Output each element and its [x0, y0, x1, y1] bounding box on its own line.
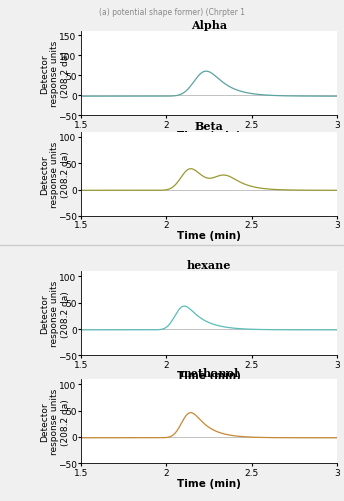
Y-axis label: Detector
response units
(208.2 da): Detector response units (208.2 da) — [40, 41, 70, 107]
Y-axis label: Detector
response units
(208.2 da): Detector response units (208.2 da) — [40, 388, 70, 454]
Y-axis label: Detector
response units
(208.2 da): Detector response units (208.2 da) — [40, 281, 70, 347]
Title: hexane: hexane — [187, 260, 231, 271]
X-axis label: Time (min): Time (min) — [177, 231, 241, 241]
Title: Alpha: Alpha — [191, 21, 227, 31]
X-axis label: Time (min): Time (min) — [177, 131, 241, 141]
X-axis label: Time (min): Time (min) — [177, 370, 241, 380]
Text: (a) potential shape former) (Chrpter 1: (a) potential shape former) (Chrpter 1 — [99, 8, 245, 17]
X-axis label: Time (min): Time (min) — [177, 478, 241, 488]
Title: methanol: methanol — [179, 368, 239, 378]
Title: Beta: Beta — [195, 121, 223, 131]
Y-axis label: Detector
response units
(208.2 da): Detector response units (208.2 da) — [40, 141, 70, 207]
